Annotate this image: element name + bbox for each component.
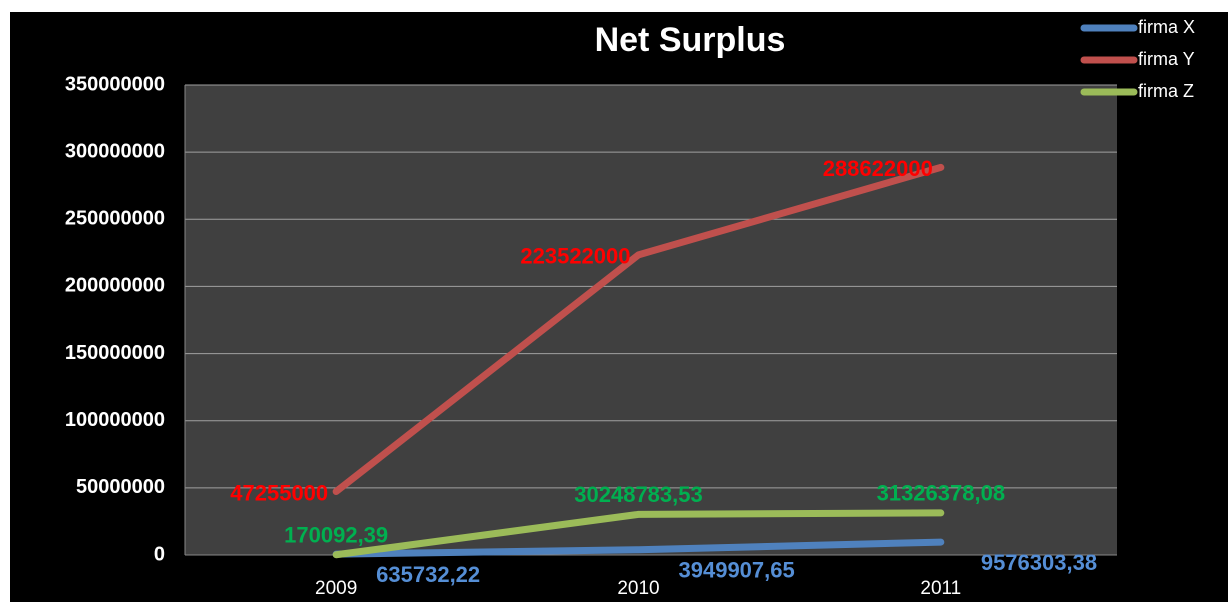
- chart-title: Net Surplus: [595, 21, 786, 59]
- data-label: 223522000: [520, 244, 630, 269]
- legend-label: firma Y: [1138, 49, 1195, 69]
- y-tick-label: 300000000: [65, 140, 165, 162]
- y-tick-label: 0: [154, 543, 165, 565]
- data-label: 635732,22: [376, 562, 480, 587]
- data-label: 47255000: [230, 480, 328, 505]
- y-tick-label: 150000000: [65, 342, 165, 364]
- x-tick-label: 2010: [617, 578, 659, 599]
- series-line: [332, 163, 945, 496]
- series-line: [332, 538, 945, 558]
- data-label: 170092,39: [284, 523, 388, 548]
- data-label: 31326378,08: [877, 481, 1005, 506]
- data-label: 3949907,65: [679, 558, 795, 583]
- plot-area: [185, 85, 1117, 555]
- data-label: 288622000: [823, 156, 933, 181]
- data-label: 9576303,38: [981, 550, 1097, 575]
- x-tick-label: 2011: [920, 578, 961, 599]
- y-tick-label: 100000000: [65, 409, 165, 431]
- x-tick-label: 2009: [315, 578, 357, 599]
- y-tick-label: 250000000: [65, 208, 165, 230]
- legend-label: firma X: [1138, 17, 1195, 37]
- y-tick-label: 350000000: [65, 73, 165, 95]
- legend-label: firma Z: [1138, 81, 1194, 101]
- data-label: 30248783,53: [574, 482, 702, 507]
- y-tick-label: 200000000: [65, 275, 165, 297]
- y-tick-label: 50000000: [76, 476, 165, 498]
- series-line: [332, 509, 945, 559]
